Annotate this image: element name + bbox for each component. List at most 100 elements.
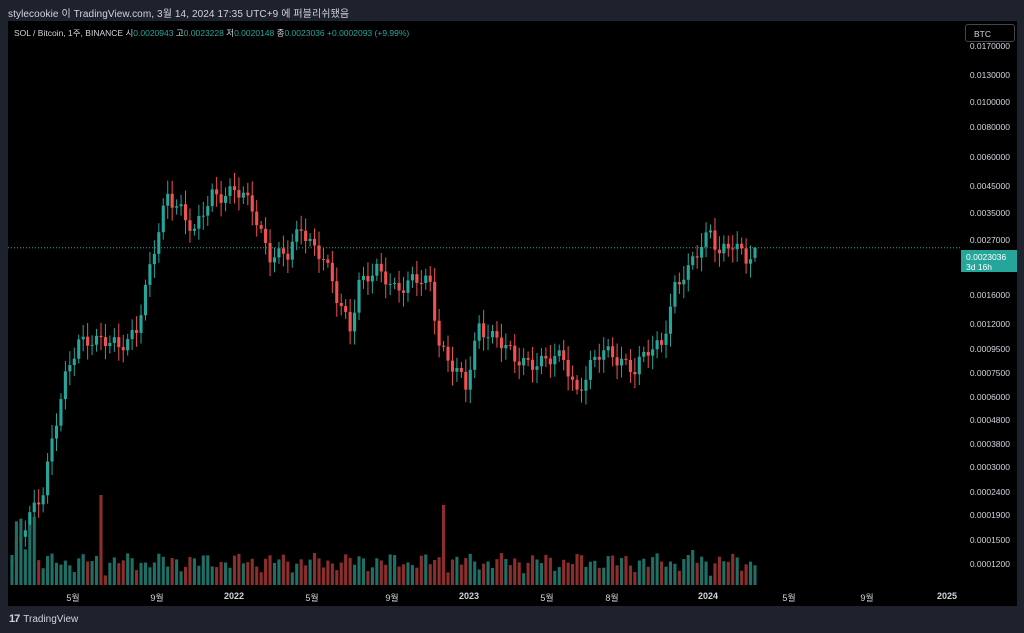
price-tick-label: 0.0027000	[969, 235, 1010, 245]
volume-bar	[700, 556, 704, 585]
volume-bar	[557, 567, 561, 585]
candle-body	[121, 347, 125, 351]
candle-body	[722, 243, 726, 254]
volume-bar	[264, 558, 268, 585]
candle-body	[562, 350, 566, 360]
candle-body	[112, 337, 116, 343]
time-tick-label: 5월	[66, 593, 80, 603]
volume-bar	[308, 559, 312, 585]
candle-body	[308, 238, 312, 241]
volume-bar	[655, 553, 659, 585]
volume-bar	[486, 561, 490, 585]
volume-bar	[121, 560, 125, 585]
candle-body	[526, 357, 530, 360]
volume-bar	[197, 565, 201, 585]
time-tick-label: 5월	[540, 593, 554, 603]
volume-bar	[544, 554, 548, 585]
candle-body	[37, 502, 41, 505]
volume-bar	[126, 553, 130, 585]
candle-body	[517, 361, 521, 366]
volume-bar	[72, 572, 76, 585]
volume-bar	[370, 567, 374, 585]
candle-body	[28, 512, 32, 531]
candle-body	[740, 243, 744, 249]
volume-bar	[90, 561, 94, 585]
candle-body	[548, 358, 552, 365]
candle-body	[192, 228, 196, 231]
volume-bar	[228, 567, 232, 585]
candle-body	[579, 389, 584, 391]
volume-bar	[579, 555, 584, 585]
volume-bar	[304, 565, 308, 585]
volume-bar	[508, 565, 512, 585]
volume-bar	[748, 561, 753, 585]
volume-bar	[691, 550, 695, 585]
candle-body	[370, 275, 374, 282]
price-tick-label: 0.0001200	[969, 559, 1010, 569]
volume-bar	[584, 566, 588, 585]
candle-body	[290, 241, 294, 260]
close-label: 종	[276, 28, 285, 38]
candle-body	[330, 262, 334, 282]
volume-bar	[166, 566, 170, 585]
candle-body	[130, 330, 134, 340]
volume-bar	[295, 563, 299, 585]
volume-bar	[330, 563, 334, 585]
volume-bar	[103, 575, 107, 585]
volume-bar	[317, 558, 321, 585]
price-tick-label: 0.0007500	[969, 368, 1010, 378]
chart-area[interactable]	[8, 21, 1017, 606]
open-label: 시	[125, 28, 134, 38]
candle-body	[646, 351, 650, 356]
publish-header: stylecookie 이 TradingView.com, 3월 14, 20…	[0, 0, 1024, 21]
candle-body	[446, 346, 450, 361]
candle-body	[268, 243, 272, 263]
volume-bar	[566, 562, 570, 585]
candlestick-chart[interactable]	[8, 21, 1017, 606]
tradingview-logo[interactable]: 17 TradingView	[9, 613, 78, 625]
volume-bar	[326, 560, 330, 585]
candle-body	[406, 280, 410, 293]
volume-bar	[19, 518, 23, 585]
candle-body	[246, 192, 250, 196]
candle-body	[682, 279, 686, 285]
volume-bar	[433, 559, 437, 585]
footer-bar	[0, 606, 1024, 633]
candle-body	[264, 228, 268, 244]
volume-bar	[81, 554, 85, 585]
candle-body	[210, 189, 214, 207]
volume-bar	[157, 553, 161, 585]
candle-body	[237, 190, 241, 198]
price-tick-label: 0.0170000	[969, 41, 1010, 51]
volume-bar	[517, 562, 521, 585]
price-tick-label: 0.0003800	[969, 439, 1010, 449]
volume-bar	[54, 562, 59, 585]
volume-bar	[597, 567, 601, 585]
volume-bar	[446, 572, 450, 585]
volume-bar	[415, 567, 419, 585]
candle-body	[312, 238, 317, 246]
price-tick-label: 0.0080000	[969, 122, 1010, 132]
volume-bar	[210, 566, 214, 585]
brand-name: TradingView	[23, 613, 79, 625]
candle-body	[335, 281, 339, 304]
volume-bar	[735, 557, 739, 585]
volume-bar	[619, 558, 624, 585]
open-value: 0.0020943	[133, 28, 174, 38]
close-value: 0.0023036	[284, 28, 325, 38]
candle-body	[32, 502, 36, 513]
volume-bar	[606, 556, 610, 585]
candle-body	[673, 282, 677, 307]
price-tick-label: 0.0060000	[969, 152, 1010, 162]
volume-bar	[513, 558, 517, 585]
volume-bar	[50, 553, 54, 585]
time-tick-label: 5월	[782, 593, 796, 603]
symbol-label[interactable]: SOL / Bitcoin, 1주, BINANCE	[14, 28, 124, 38]
candle-body	[81, 336, 85, 340]
volume-bar	[277, 559, 281, 585]
last-price: 0.0023036	[966, 252, 1007, 262]
currency-button[interactable]: BTC	[965, 24, 1015, 42]
candle-body	[241, 192, 245, 198]
candle-body	[397, 282, 401, 291]
candle-body	[424, 275, 428, 283]
